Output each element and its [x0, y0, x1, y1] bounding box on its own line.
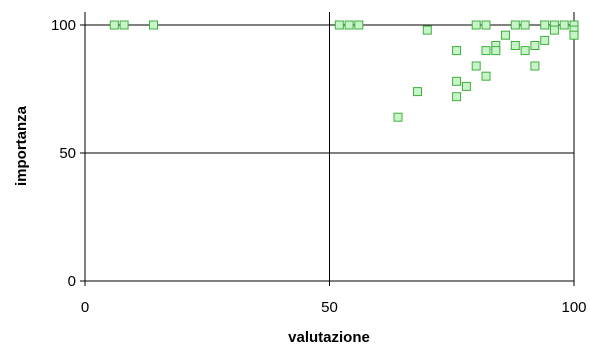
x-tick-label: 50	[321, 299, 338, 316]
data-point	[149, 20, 158, 30]
x-axis-title: valutazione	[288, 329, 370, 346]
data-point	[491, 46, 501, 56]
data-point	[422, 25, 432, 35]
data-point	[510, 41, 520, 50]
x-tick-label: 0	[81, 299, 89, 316]
grid-lines	[80, 12, 575, 286]
data-point	[569, 30, 579, 40]
data-point	[461, 81, 471, 91]
x-tick-label: 100	[561, 299, 586, 316]
data-point	[452, 92, 462, 102]
data-point	[471, 61, 481, 71]
tick-labels: 0 50 100 0 50 100	[51, 17, 587, 316]
data-point	[520, 20, 530, 30]
data-point	[510, 20, 520, 30]
data-points	[109, 20, 579, 122]
data-point	[559, 20, 569, 30]
data-point	[481, 71, 491, 81]
data-point	[549, 25, 559, 35]
data-point	[481, 20, 491, 30]
data-point	[344, 20, 354, 30]
data-point	[540, 35, 550, 45]
y-tick-label: 50	[59, 145, 76, 162]
y-tick-label: 100	[51, 17, 76, 34]
data-point	[540, 20, 550, 30]
data-point	[334, 20, 344, 30]
data-point	[452, 76, 462, 86]
data-point	[452, 46, 462, 56]
data-point	[520, 46, 530, 56]
y-axis-title: importanza	[13, 105, 30, 186]
data-point	[471, 20, 481, 30]
data-point	[393, 112, 403, 122]
data-point	[501, 30, 510, 40]
data-point	[109, 20, 119, 30]
data-point	[530, 61, 540, 71]
data-point	[413, 87, 422, 97]
data-point	[481, 46, 491, 56]
data-point	[354, 20, 364, 30]
data-point	[530, 41, 540, 50]
data-point	[119, 20, 129, 30]
y-tick-label: 0	[68, 273, 76, 290]
